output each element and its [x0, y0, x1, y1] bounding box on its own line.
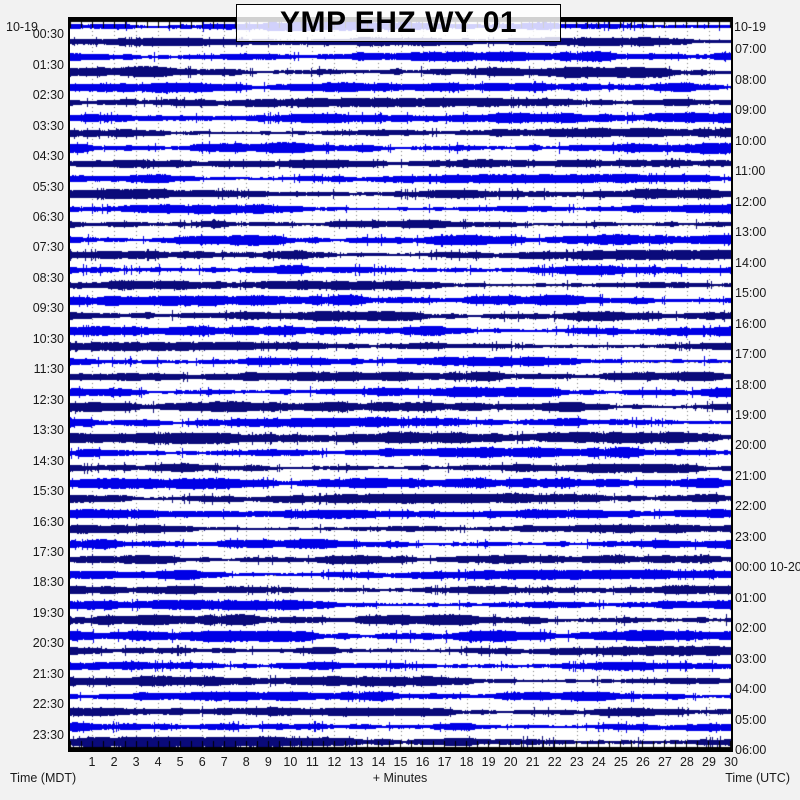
left-time-label: 14:30	[32, 453, 64, 468]
x-tick-label: 2	[110, 755, 118, 769]
left-time-label: 15:30	[32, 484, 64, 499]
x-tick-label: 28	[679, 755, 694, 769]
right-time-label: 02:00	[735, 621, 767, 636]
x-tick-label: 23	[569, 755, 584, 769]
right-time-label: 00:00 10-20	[735, 560, 800, 575]
left-time-label: 08:30	[32, 270, 64, 285]
left-time-label: 16:30	[32, 514, 64, 529]
right-time-label: 16:00	[735, 316, 767, 331]
right-time-label: 03:00	[735, 651, 767, 666]
x-tick-label: 3	[132, 755, 140, 769]
left-time-label: 07:30	[32, 240, 64, 255]
left-axis-caption: Time (MDT)	[10, 771, 77, 785]
x-tick-label: 12	[327, 755, 342, 769]
x-tick-label: 5	[176, 755, 184, 769]
left-time-label: 11:30	[33, 362, 64, 377]
left-time-label: 22:30	[32, 697, 64, 712]
left-time-label: 17:30	[32, 545, 64, 560]
top-right-date-label: 10-19	[734, 20, 766, 34]
top-left-date-label: 10-19	[6, 20, 38, 34]
left-time-label: 05:30	[32, 179, 64, 194]
x-tick-label: 9	[264, 755, 272, 769]
right-time-label: 01:00	[735, 590, 767, 605]
right-time-label: 13:00	[735, 225, 767, 240]
waveform-traces-canvas	[70, 19, 731, 750]
left-time-label: 02:30	[32, 88, 64, 103]
right-time-label: 20:00	[735, 438, 767, 453]
left-time-label: 04:30	[32, 149, 64, 164]
left-time-label: 09:30	[32, 301, 64, 316]
x-tick-label: 7	[220, 755, 228, 769]
x-tick-label: 30	[724, 755, 738, 769]
left-time-label: 10:30	[32, 331, 64, 346]
left-time-label: 18:30	[32, 575, 64, 590]
right-axis-caption: Time (UTC)	[725, 771, 790, 785]
bottom-axis-caption: + Minutes	[372, 771, 428, 785]
x-tick-label: 29	[702, 755, 716, 769]
x-tick-label: 22	[547, 755, 562, 769]
right-time-label: 06:00	[735, 743, 767, 757]
x-tick-label: 4	[154, 755, 162, 769]
x-tick-label: 6	[198, 755, 206, 769]
right-time-label: 04:00	[735, 682, 767, 697]
left-time-label: 06:30	[32, 209, 64, 224]
right-time-label: 21:00	[735, 468, 767, 483]
left-time-label: 19:30	[32, 605, 64, 620]
x-tick-label: 25	[613, 755, 628, 769]
left-time-label: 21:30	[32, 666, 64, 681]
x-tick-label: 18	[459, 755, 474, 769]
x-tick-label: 24	[591, 755, 606, 769]
left-time-label: 00:30	[32, 27, 64, 42]
right-time-label: 19:00	[735, 407, 767, 422]
right-time-label: 22:00	[735, 499, 767, 514]
right-time-label: 05:00	[735, 712, 767, 727]
x-tick-label: 11	[305, 755, 319, 769]
x-tick-label: 1	[88, 755, 96, 769]
x-tick-label: 27	[657, 755, 672, 769]
right-time-label: 23:00	[735, 529, 767, 544]
right-time-label: 11:00	[735, 164, 766, 179]
left-time-label: 23:30	[32, 727, 64, 742]
left-time-label: 13:30	[32, 423, 64, 438]
x-tick-label: 19	[481, 755, 496, 769]
x-tick-label: 16	[415, 755, 430, 769]
left-time-label: 20:30	[32, 636, 64, 651]
station-title-box: YMP EHZ WY 01	[236, 4, 561, 42]
page-title: YMP EHZ WY 01	[279, 6, 518, 39]
right-time-label: 18:00	[735, 377, 767, 392]
right-time-label: 17:00	[735, 347, 767, 362]
x-tick-label: 17	[437, 755, 452, 769]
left-time-label: 12:30	[32, 392, 64, 407]
x-tick-label: 13	[349, 755, 364, 769]
x-tick-label: 8	[242, 755, 250, 769]
x-tick-label: 14	[371, 755, 386, 769]
right-time-label: 14:00	[735, 255, 767, 270]
left-time-label: 01:30	[32, 57, 64, 72]
right-time-label: 08:00	[735, 72, 767, 87]
right-time-label: 10:00	[735, 133, 767, 148]
x-tick-label: 10	[283, 755, 298, 769]
x-tick-label: 26	[635, 755, 650, 769]
right-time-label: 12:00	[735, 194, 767, 209]
x-tick-label: 20	[503, 755, 518, 769]
right-time-label: 15:00	[735, 286, 767, 301]
right-time-label: 07:00	[735, 42, 767, 57]
x-tick-label: 15	[393, 755, 408, 769]
right-time-label: 09:00	[735, 103, 767, 118]
seismogram-plot-area	[68, 17, 733, 752]
left-time-label: 03:30	[32, 118, 64, 133]
x-tick-label: 21	[525, 755, 540, 769]
